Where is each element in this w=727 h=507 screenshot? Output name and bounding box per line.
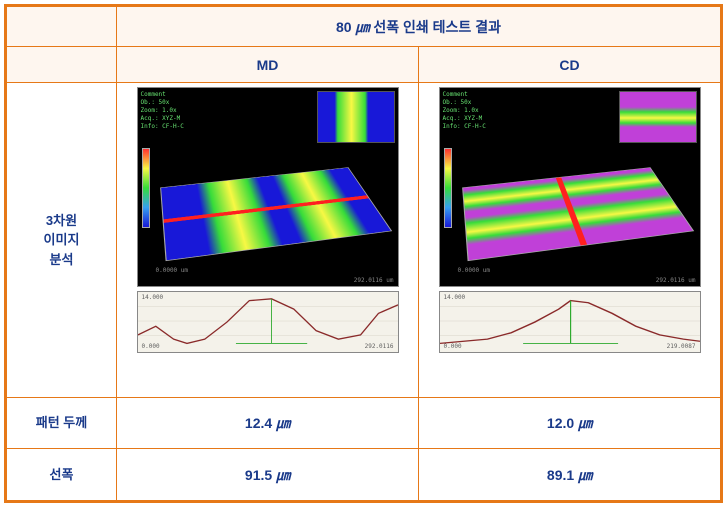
cd-x-max: 219.0087: [667, 343, 696, 350]
md-stack: Comment Ob.: 50x Zoom: 1.0x Acq.: XYZ-M …: [121, 87, 414, 353]
cd-profile-chart: 14.000 0.000 219.0087: [439, 291, 701, 353]
cell-cd-image: Comment Ob.: 50x Zoom: 1.0x Acq.: XYZ-M …: [419, 83, 721, 397]
title-suffix: 선폭 인쇄 테스트 결과: [369, 19, 500, 35]
cd-meta-text: Comment Ob.: 50x Zoom: 1.0x Acq.: XYZ-M …: [443, 91, 486, 130]
blank-cell: [7, 47, 117, 83]
results-table: 80 ㎛ 선폭 인쇄 테스트 결과 MD CD 3차원 이미지 분석 Comme…: [6, 6, 721, 501]
md-meta-text: Comment Ob.: 50x Zoom: 1.0x Acq.: XYZ-M …: [141, 91, 184, 130]
md-x-max: 292.0116: [365, 343, 394, 350]
cd-y-min: 0.000: [444, 343, 462, 350]
corner-cell: [7, 7, 117, 47]
col-header-md: MD: [117, 47, 419, 83]
cd-inset-topview: [619, 91, 697, 143]
md-y-max: 14.000: [142, 294, 164, 301]
cell-md-image: Comment Ob.: 50x Zoom: 1.0x Acq.: XYZ-M …: [117, 83, 419, 397]
row-label-thickness: 패턴 두께: [7, 397, 117, 449]
cd-profile-svg: [440, 292, 700, 352]
cd-stack: Comment Ob.: 50x Zoom: 1.0x Acq.: XYZ-M …: [423, 87, 716, 353]
md-profile-svg: [138, 292, 398, 352]
table-title: 80 ㎛ 선폭 인쇄 테스트 결과: [117, 7, 721, 47]
md-3d-surface: Comment Ob.: 50x Zoom: 1.0x Acq.: XYZ-M …: [137, 87, 399, 287]
axis-y-label: 0.0000 um: [458, 267, 491, 274]
cd-crossline: [555, 178, 586, 246]
row-label-width: 선폭: [7, 449, 117, 501]
md-profile-chart: 14.000 0.000 292.0116: [137, 291, 399, 353]
col-header-cd: CD: [419, 47, 721, 83]
md-thickness-value: 12.4 ㎛: [117, 397, 419, 449]
cd-3d-surface: Comment Ob.: 50x Zoom: 1.0x Acq.: XYZ-M …: [439, 87, 701, 287]
cd-width-value: 89.1 ㎛: [419, 449, 721, 501]
row-label-3d-image: 3차원 이미지 분석: [7, 83, 117, 397]
md-inset-topview: [317, 91, 395, 143]
axis-x-label: 292.0116 um: [656, 277, 696, 284]
md-width-value: 91.5 ㎛: [117, 449, 419, 501]
title-unit: ㎛: [355, 19, 369, 35]
axis-x-label: 292.0116 um: [354, 277, 394, 284]
md-crossline: [163, 195, 368, 223]
colorbar-icon: [444, 148, 452, 228]
cd-y-max: 14.000: [444, 294, 466, 301]
cd-thickness-value: 12.0 ㎛: [419, 397, 721, 449]
colorbar-icon: [142, 148, 150, 228]
axis-y-label: 0.0000 um: [156, 267, 189, 274]
title-value: 80: [336, 19, 355, 35]
md-y-min: 0.000: [142, 343, 160, 350]
results-table-container: 80 ㎛ 선폭 인쇄 테스트 결과 MD CD 3차원 이미지 분석 Comme…: [4, 4, 723, 503]
cd-surface-plane: [462, 168, 694, 262]
md-surface-plane: [160, 168, 392, 262]
